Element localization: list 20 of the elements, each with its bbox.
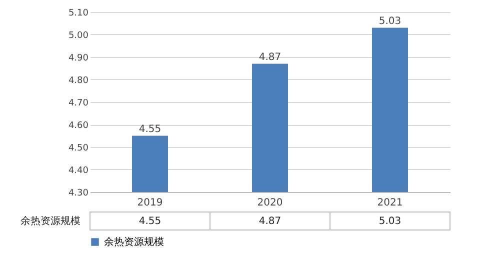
legend-label: 余热资源规模	[104, 236, 164, 248]
y-tick-label: 4.40	[68, 166, 89, 176]
data-label: 4.87	[258, 216, 282, 227]
text: 5.03	[378, 16, 402, 27]
y-tick-label: 4.50	[68, 144, 89, 154]
text: 4.87	[258, 52, 282, 63]
text: 余热资源规模	[20, 216, 80, 227]
data-label: 4.55	[138, 216, 162, 227]
y-tick-label: 5.00	[68, 31, 89, 41]
y-tick-label: 5.10	[68, 8, 89, 18]
data-label: 5.03	[378, 216, 402, 227]
y-tick-label: 4.60	[68, 121, 89, 131]
x-tick-label: 2020	[257, 198, 283, 208]
text: 4.55	[138, 124, 162, 135]
y-tick-label: 4.90	[68, 54, 89, 64]
y-tick-label: 4.70	[68, 98, 89, 108]
y-tick-label: 4.80	[68, 76, 89, 86]
x-tick-label: 2019	[137, 198, 163, 208]
x-tick-label: 2021	[377, 198, 403, 208]
y-tick-label: 4.30	[68, 188, 89, 198]
